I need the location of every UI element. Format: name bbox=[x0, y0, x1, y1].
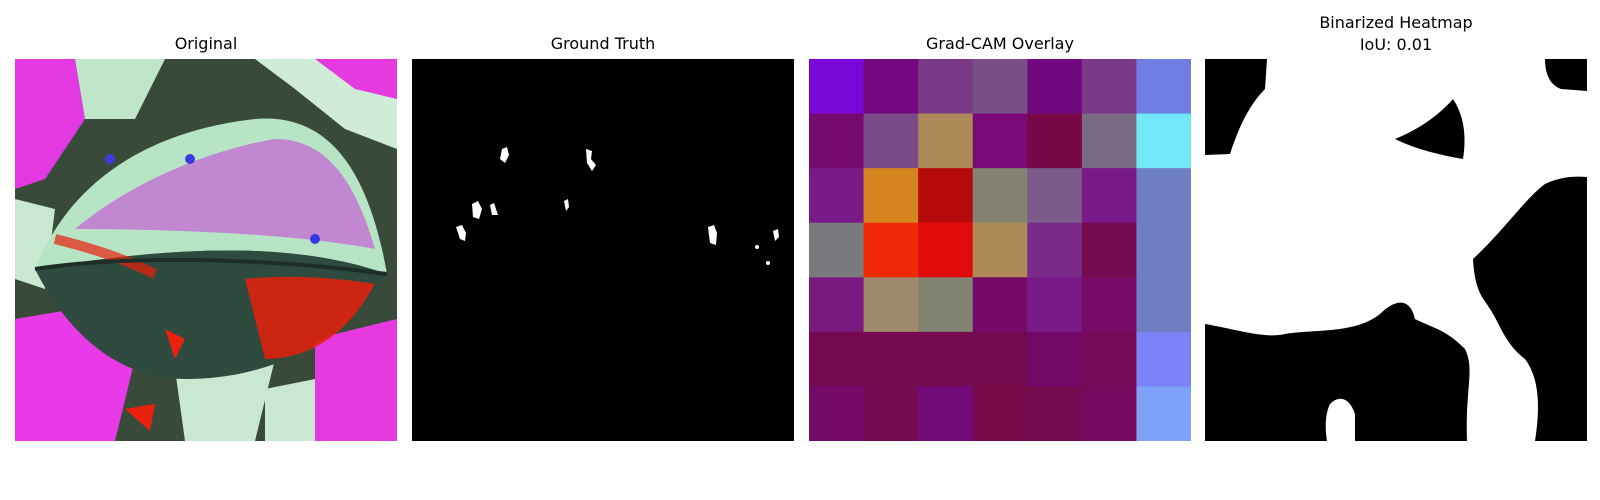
gradcam-cell bbox=[1027, 331, 1083, 388]
gradcam-cell bbox=[863, 386, 919, 441]
gradcam-cell bbox=[972, 222, 1028, 278]
gradcam-cell bbox=[918, 331, 974, 388]
gradcam-cell bbox=[863, 222, 919, 278]
gradcam-cell bbox=[1081, 331, 1138, 388]
gradcam-cell bbox=[1027, 277, 1083, 333]
gradcam-cell bbox=[1081, 113, 1138, 169]
gradcam-cell bbox=[1081, 386, 1138, 441]
gradcam-cell bbox=[1027, 168, 1083, 224]
gradcam-cell bbox=[1081, 222, 1138, 278]
gradcam-cell bbox=[863, 277, 919, 333]
gradcam-cell bbox=[972, 386, 1028, 441]
gradcam-cell bbox=[918, 168, 974, 224]
gradcam-cell bbox=[918, 386, 974, 441]
gradcam-cell bbox=[809, 277, 865, 333]
gradcam-cell bbox=[972, 277, 1028, 333]
gradcam-cell bbox=[918, 113, 974, 169]
ground-truth-picture bbox=[412, 59, 794, 441]
gradcam-cell bbox=[863, 331, 919, 388]
gradcam-cell bbox=[918, 222, 974, 278]
gradcam-cell bbox=[809, 331, 865, 388]
gradcam-cell bbox=[809, 386, 865, 441]
gradcam-cell bbox=[1027, 222, 1083, 278]
gradcam-cell bbox=[863, 59, 919, 115]
panel-subtitle-iou: IoU: 0.01 bbox=[1359, 35, 1433, 54]
gradcam-cell bbox=[809, 113, 865, 169]
binarized-heatmap bbox=[1205, 59, 1587, 441]
gradcam-cell bbox=[1027, 113, 1083, 169]
gradcam-cell bbox=[1136, 113, 1191, 169]
gradcam-cell bbox=[972, 113, 1028, 169]
gradcam-cell bbox=[918, 59, 974, 115]
gradcam-cell bbox=[1136, 59, 1191, 115]
panel-title-original: Original bbox=[174, 34, 238, 53]
gradcam-cell bbox=[1136, 168, 1191, 224]
gradcam-cell bbox=[1027, 59, 1083, 115]
gradcam-cell bbox=[863, 168, 919, 224]
gradcam-heatmap-grid bbox=[809, 59, 1191, 441]
panel-title-ground-truth: Ground Truth bbox=[550, 34, 656, 53]
gradcam-cell bbox=[809, 59, 865, 115]
gradcam-cell bbox=[809, 168, 865, 224]
gradcam-cell bbox=[1081, 168, 1138, 224]
gradcam-overlay bbox=[809, 59, 1191, 441]
panel-title-gradcam: Grad-CAM Overlay bbox=[926, 34, 1074, 53]
gradcam-cell bbox=[1081, 59, 1138, 115]
gradcam-cell bbox=[1027, 386, 1083, 441]
gradcam-cell bbox=[972, 59, 1028, 115]
gradcam-cell bbox=[1136, 222, 1191, 278]
gradcam-cell bbox=[972, 331, 1028, 388]
gradcam-cell bbox=[809, 222, 865, 278]
original-leaf-picture bbox=[15, 59, 397, 441]
ground-truth-mask bbox=[412, 59, 794, 441]
gradcam-cell bbox=[863, 113, 919, 169]
gradcam-cell bbox=[1136, 386, 1191, 441]
gradcam-cell bbox=[918, 277, 974, 333]
panel-title-binarized: Binarized Heatmap bbox=[1319, 13, 1473, 32]
gradcam-cell bbox=[972, 168, 1028, 224]
gradcam-cell bbox=[1081, 277, 1138, 333]
original-image bbox=[15, 59, 397, 441]
gradcam-cell bbox=[1136, 331, 1191, 388]
binarized-mask-picture bbox=[1205, 59, 1587, 441]
gradcam-cell bbox=[1136, 277, 1191, 333]
